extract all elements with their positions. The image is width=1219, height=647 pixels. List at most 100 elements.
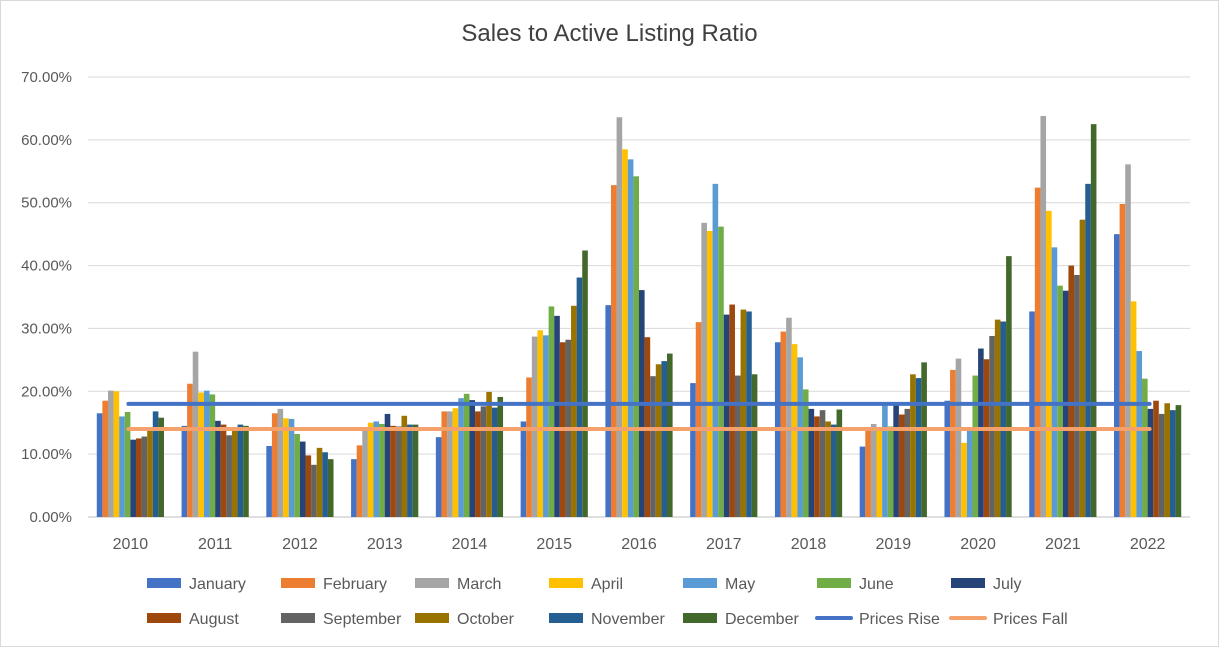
- x-tick-label: 2022: [1130, 536, 1166, 553]
- bar-september-2018: [819, 410, 826, 517]
- bar-may-2014: [458, 398, 464, 517]
- bar-august-2017: [729, 304, 735, 517]
- bar-october-2012: [316, 447, 323, 517]
- bar-february-2011: [187, 383, 193, 517]
- reference-lines: [126, 401, 1152, 431]
- bar-may-2016: [627, 159, 634, 518]
- legend-swatch: [281, 578, 315, 588]
- y-tick-label: 40.00%: [21, 258, 72, 275]
- bar-june-2015: [548, 306, 555, 517]
- bar-january-2015: [520, 421, 527, 517]
- bar-november-2015: [576, 277, 583, 517]
- bar-january-2010: [96, 413, 103, 517]
- bar-february-2016: [611, 185, 617, 517]
- bar-march-2010: [107, 390, 114, 517]
- bar-march-2011: [192, 351, 199, 517]
- bar-may-2015: [543, 335, 549, 517]
- bar-august-2018: [814, 416, 820, 517]
- bar-august-2013: [390, 425, 396, 517]
- bar-november-2012: [322, 452, 328, 517]
- bar-may-2022: [1136, 351, 1143, 517]
- legend-swatch: [683, 613, 717, 623]
- bar-april-2014: [452, 408, 459, 517]
- bar-may-2011: [203, 390, 210, 517]
- bar-december-2010: [158, 417, 164, 517]
- bar-march-2015: [531, 336, 538, 517]
- bar-march-2016: [616, 117, 623, 517]
- bar-april-2020: [961, 442, 967, 517]
- x-tick-label: 2010: [113, 536, 149, 553]
- legend-label: Prices Fall: [993, 611, 1068, 628]
- bar-july-2012: [299, 441, 306, 517]
- bar-april-2015: [537, 330, 544, 517]
- bar-june-2017: [718, 226, 724, 517]
- bar-september-2014: [480, 406, 487, 517]
- bar-october-2016: [655, 364, 662, 517]
- bar-july-2018: [808, 408, 815, 517]
- bar-september-2016: [650, 376, 656, 517]
- bar-july-2017: [723, 314, 730, 517]
- bar-january-2020: [944, 400, 951, 517]
- bar-may-2012: [288, 418, 295, 517]
- x-tick-label: 2011: [198, 536, 233, 553]
- bar-july-2014: [469, 400, 476, 517]
- bar-december-2022: [1175, 405, 1182, 517]
- bar-november-2019: [915, 378, 922, 517]
- bar-august-2019: [898, 414, 905, 517]
- legend-swatch: [415, 613, 449, 623]
- bar-march-2021: [1040, 115, 1047, 517]
- bar-july-2013: [384, 413, 391, 517]
- y-tick-label: 30.00%: [21, 320, 72, 337]
- bar-february-2010: [102, 400, 108, 517]
- bar-december-2018: [836, 409, 843, 517]
- bar-may-2019: [882, 405, 888, 517]
- bar-june-2018: [802, 389, 809, 517]
- legend-label: Prices Rise: [859, 611, 940, 628]
- bar-april-2016: [622, 149, 628, 518]
- bar-june-2011: [209, 394, 216, 517]
- x-tick-label: 2012: [282, 536, 318, 553]
- bar-september-2011: [226, 435, 232, 517]
- bar-november-2022: [1170, 410, 1176, 517]
- y-tick-label: 20.00%: [21, 383, 72, 400]
- bar-march-2022: [1125, 164, 1131, 517]
- bar-february-2022: [1119, 203, 1126, 517]
- bar-november-2011: [237, 424, 244, 517]
- bar-february-2015: [526, 377, 532, 517]
- bar-february-2021: [1034, 187, 1041, 517]
- y-tick-label: 0.00%: [29, 509, 72, 526]
- bar-august-2022: [1153, 400, 1159, 517]
- bar-june-2019: [887, 426, 894, 517]
- legend-swatch: [147, 613, 181, 623]
- legend-swatch: [147, 578, 181, 588]
- bar-june-2010: [124, 412, 131, 517]
- bar-february-2013: [356, 445, 363, 517]
- bar-may-2010: [119, 416, 125, 517]
- bar-march-2019: [870, 423, 877, 517]
- bar-january-2017: [690, 383, 696, 517]
- bar-june-2022: [1142, 378, 1148, 517]
- bar-december-2011: [243, 425, 249, 517]
- bar-december-2015: [582, 250, 588, 517]
- bar-november-2014: [491, 407, 498, 517]
- bar-september-2012: [311, 464, 317, 517]
- bar-november-2010: [152, 411, 159, 517]
- bar-may-2021: [1051, 247, 1058, 518]
- bar-january-2011: [181, 425, 188, 517]
- bar-series: [96, 115, 1182, 518]
- y-tick-label: 70.00%: [21, 69, 72, 86]
- chart-title: Sales to Active Listing Ratio: [461, 20, 758, 47]
- bar-april-2011: [198, 392, 204, 517]
- bar-july-2011: [215, 420, 221, 517]
- bar-december-2021: [1090, 124, 1097, 518]
- bar-february-2020: [950, 369, 956, 517]
- bar-may-2013: [373, 421, 380, 517]
- bar-october-2018: [825, 421, 831, 517]
- bar-december-2017: [751, 374, 758, 517]
- bar-february-2014: [441, 411, 448, 517]
- bar-march-2018: [786, 317, 792, 517]
- bar-november-2016: [661, 361, 667, 517]
- bar-august-2012: [305, 455, 312, 517]
- bar-may-2017: [712, 183, 719, 517]
- x-tick-label: 2014: [452, 536, 488, 553]
